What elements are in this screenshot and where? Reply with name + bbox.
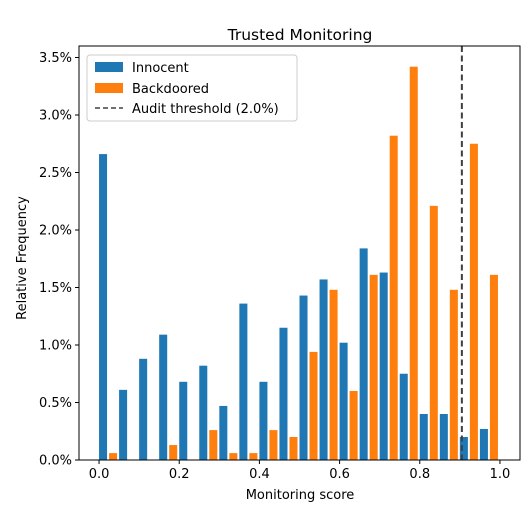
x-tick-label: 0.0 [89,467,110,482]
bar-innocent [479,428,488,460]
bar-innocent [299,295,308,460]
bar-innocent [419,414,428,460]
bar-innocent [359,248,368,460]
bar-innocent [199,365,208,460]
bar-innocent [399,373,408,460]
y-tick-label: 1.0% [39,339,72,354]
bar-backdoored [389,135,398,460]
bar-backdoored [329,289,338,460]
y-tick-label: 3.5% [39,51,72,66]
bar-backdoored [269,430,278,460]
bar-innocent [159,334,168,460]
bars-layer [99,66,498,460]
x-tick-label: 0.6 [329,467,350,482]
x-tick-label: 0.2 [169,467,190,482]
bar-backdoored [309,351,318,460]
chart-title: Trusted Monitoring [227,26,373,44]
plot-frame [78,45,521,461]
bar-innocent [379,272,388,460]
legend-frame [86,54,298,122]
y-tick-label: 2.0% [39,224,72,239]
bar-backdoored [169,445,178,460]
y-axis-title: Relative Frequency [15,196,30,320]
bar-backdoored [349,391,358,460]
bar-innocent [259,381,268,460]
bar-backdoored [289,437,298,460]
legend-label-backdoored: Backdoored [132,82,209,97]
bar-innocent [279,327,288,460]
y-tick-label: 0.0% [39,454,72,469]
legend-label-innocent: Innocent [132,61,189,76]
bar-innocent [319,279,328,460]
bar-innocent [179,381,188,460]
bar-innocent [339,342,348,460]
bar-backdoored [209,430,218,460]
bar-innocent [139,358,148,460]
bar-innocent [459,437,468,460]
bar-backdoored [409,66,418,460]
bar-backdoored [249,453,258,460]
bar-backdoored [469,143,478,460]
bar-innocent [99,154,108,460]
bar-backdoored [369,274,378,460]
legend: Innocent Backdoored Audit threshold (2.0… [86,54,298,122]
x-tick-label: 0.4 [249,467,270,482]
bar-innocent [239,303,248,460]
y-tick-label: 3.0% [39,109,72,124]
x-tick-label: 0.8 [409,467,430,482]
legend-label-threshold: Audit threshold (2.0%) [132,102,279,117]
y-tick-label: 0.5% [39,396,72,411]
bar-backdoored [489,274,498,460]
bar-innocent [119,389,128,460]
bar-backdoored [429,205,438,460]
bar-innocent [439,414,448,460]
x-axis-title: Monitoring score [246,488,355,503]
x-tick-label: 1.0 [490,467,511,482]
legend-swatch-innocent [95,62,123,72]
legend-swatch-backdoored [95,83,123,93]
bar-innocent [219,405,228,460]
y-tick-label: 1.5% [39,281,72,296]
axes: 0.0 0.2 0.4 0.6 0.8 1.0 0.0% 0.5% 1.0% 1.5% 2.0% 2.… [39,45,521,482]
bar-backdoored [109,453,118,460]
y-tick-label: 2.5% [39,166,72,181]
bar-backdoored [229,453,238,460]
bar-backdoored [449,289,458,460]
